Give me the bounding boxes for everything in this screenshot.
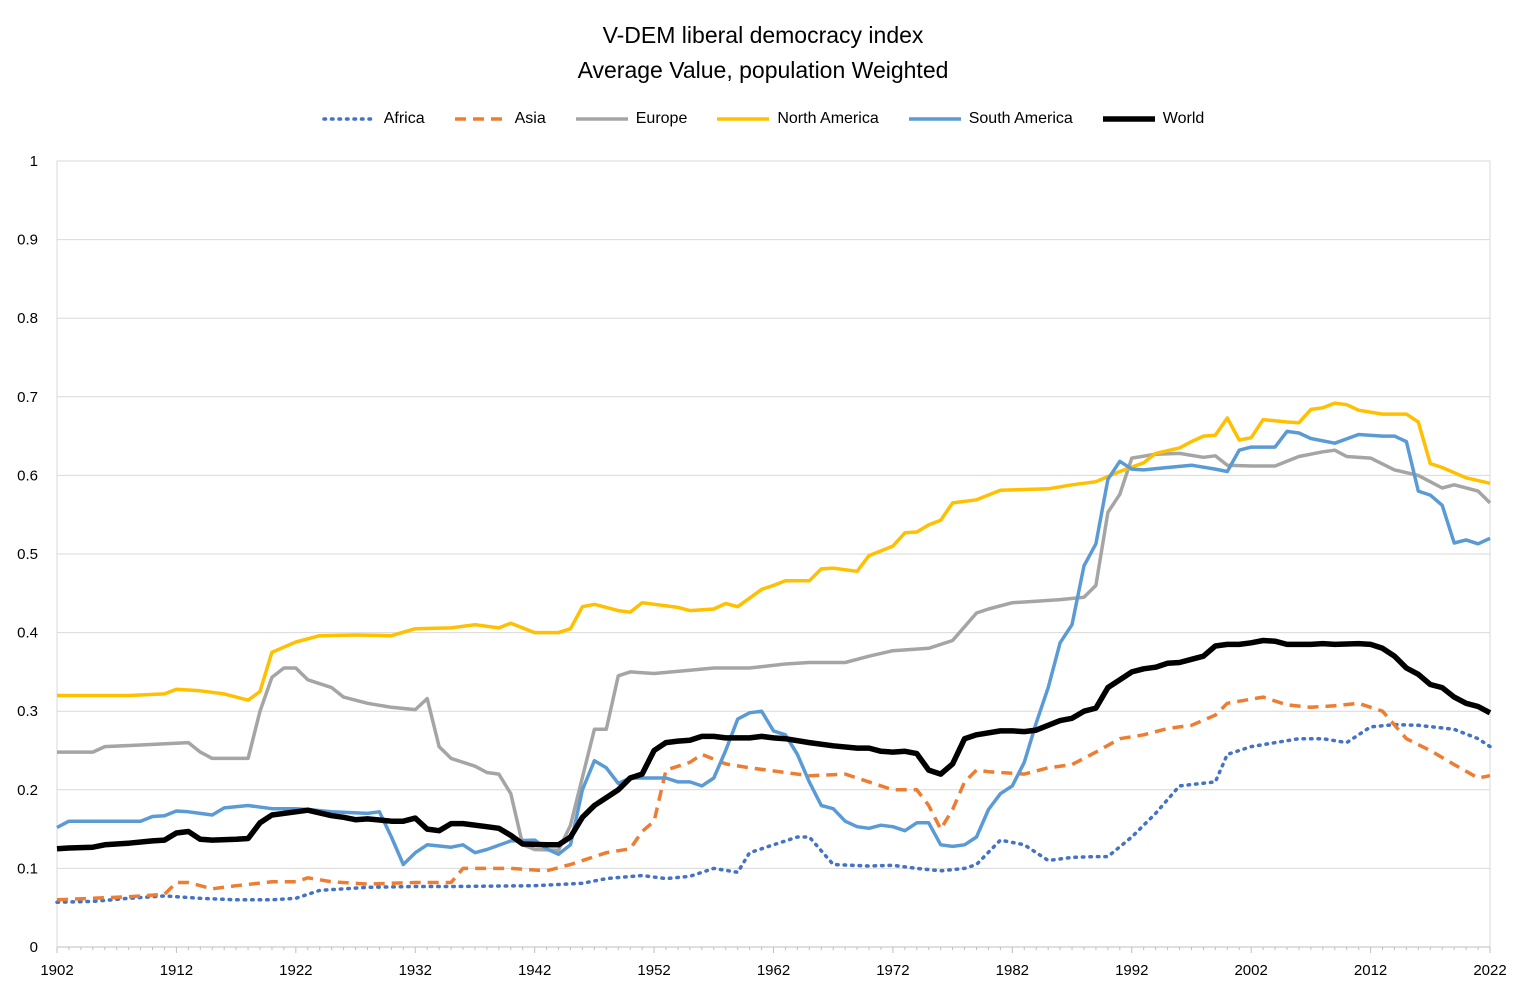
legend-item-africa: Africa (321, 110, 425, 128)
legend-swatch (575, 117, 628, 121)
legend-label: World (1162, 110, 1205, 127)
x-tick-label: 2012 (1354, 962, 1387, 979)
legend: Africa Asia Europe North America South Ameri… (0, 110, 1526, 128)
y-tick-label: 0 (30, 939, 38, 956)
x-tick-label: 1922 (279, 962, 312, 979)
legend-swatch (908, 117, 961, 121)
series-line-europe (57, 448, 1492, 853)
legend-label: Africa (383, 110, 425, 127)
y-tick-label: 0.4 (17, 625, 38, 642)
y-tick-label: 0.7 (17, 389, 38, 406)
legend-label: Europe (635, 110, 688, 127)
series-line-world (56, 637, 1492, 852)
legend-label: Asia (514, 110, 546, 127)
y-tick-label: 0.9 (17, 232, 38, 249)
legend-swatch (717, 117, 770, 121)
x-tick-label: 1972 (876, 962, 909, 979)
y-tick-label: 0.8 (17, 310, 38, 327)
x-tick-label: 1992 (1115, 962, 1148, 979)
legend-label: South America (968, 110, 1073, 127)
x-tick-label: 2002 (1234, 962, 1267, 979)
x-tick-label: 1952 (637, 962, 670, 979)
series-line-north-america (57, 401, 1491, 702)
y-tick-label: 0.2 (17, 782, 38, 799)
legend-swatch (321, 117, 378, 121)
legend-swatch (1102, 116, 1155, 122)
legend-swatch (454, 117, 507, 121)
legend-item-europe: Europe (574, 110, 688, 128)
y-tick-label: 0.1 (17, 860, 38, 877)
series-line-asia (56, 695, 1491, 902)
y-tick-label: 0.6 (17, 467, 38, 484)
legend-label: North America (777, 110, 879, 127)
chart-subtitle: Average Value, population Weighted (577, 57, 949, 83)
x-tick-label: 1982 (996, 962, 1029, 979)
x-tick-label: 1942 (518, 962, 551, 979)
y-tick-label: 1 (30, 153, 38, 170)
legend-item-world: World (1101, 110, 1205, 128)
legend-item-south-america: South America (907, 110, 1073, 128)
series-line-south-america (56, 429, 1491, 867)
y-tick-label: 0.5 (17, 546, 38, 563)
x-tick-label: 1932 (399, 962, 432, 979)
x-tick-label: 1962 (757, 962, 790, 979)
x-tick-label: 1902 (40, 962, 73, 979)
chart-title: V-DEM liberal democracy index (602, 22, 924, 48)
x-tick-label: 2022 (1473, 962, 1506, 979)
y-tick-label: 0.3 (17, 703, 38, 720)
x-tick-label: 1912 (160, 962, 193, 979)
legend-item-asia: Asia (453, 110, 546, 128)
series-line-africa (55, 722, 1492, 904)
legend-item-north-america: North America (715, 110, 879, 128)
